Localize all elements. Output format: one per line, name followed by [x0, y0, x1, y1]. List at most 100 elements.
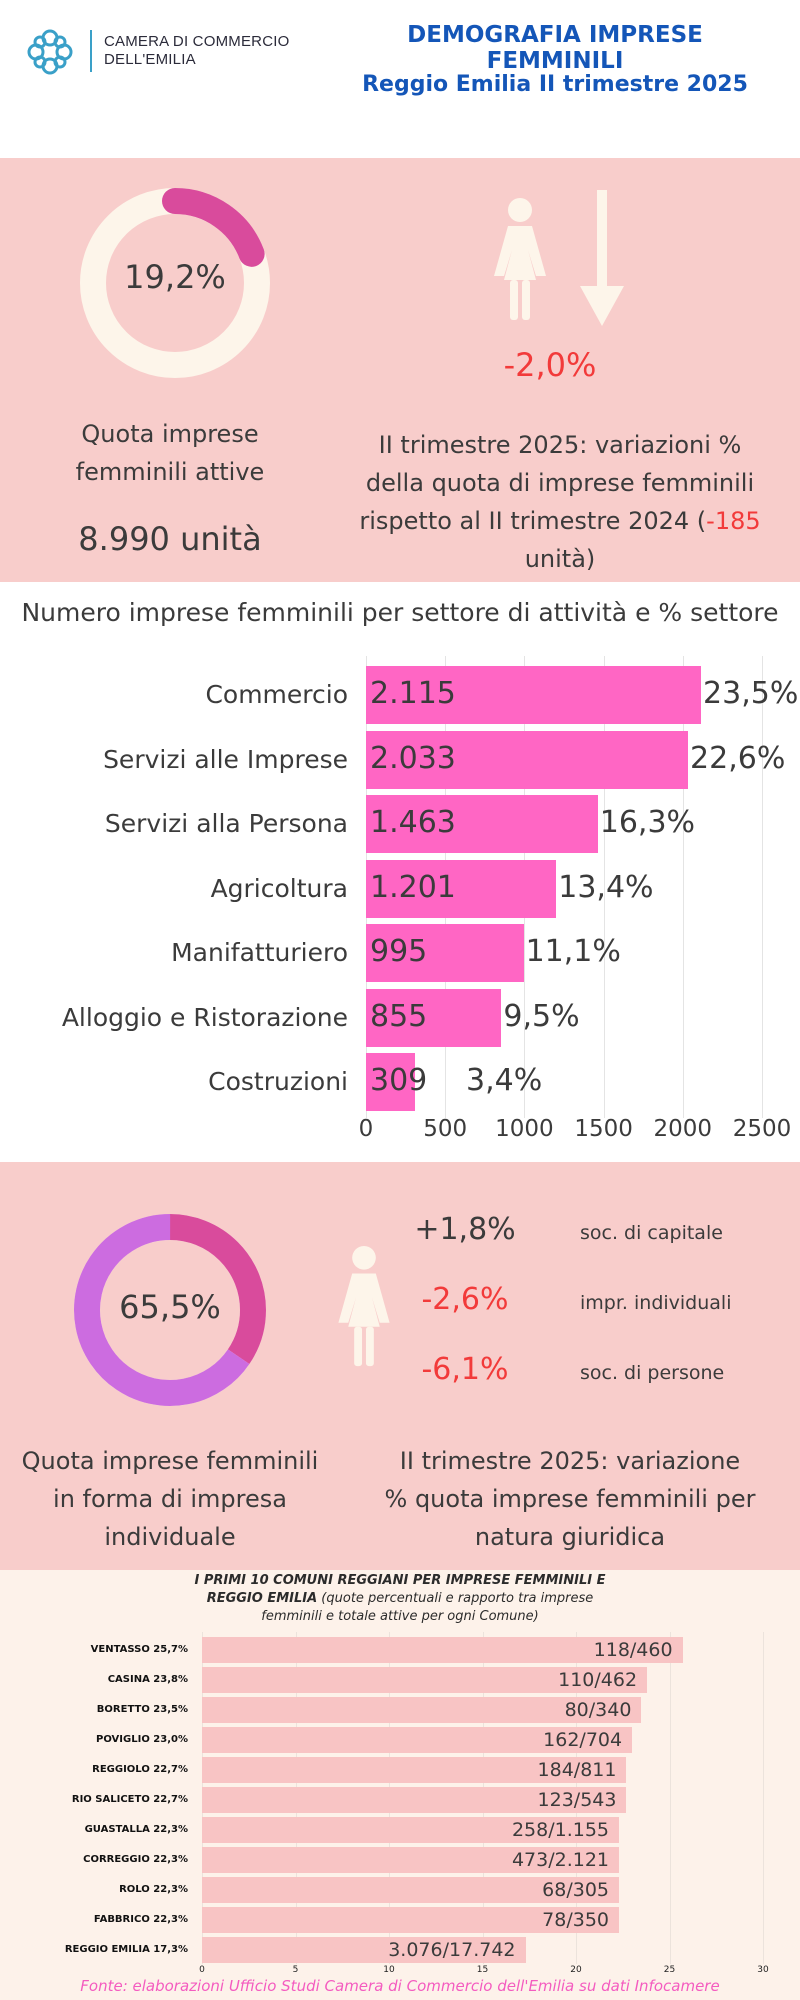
sector-x-tick: 500	[405, 1116, 485, 1142]
comuni-category-label: POVIGLIO 23,0%	[38, 1734, 188, 1745]
comuni-ratio-label: 258/1.155	[459, 1819, 609, 1841]
logo-divider	[90, 30, 92, 72]
sector-gridline	[683, 656, 684, 1118]
comuni-category-label: CORREGGIO 22,3%	[38, 1854, 188, 1865]
variation-desc-line4: unità)	[340, 540, 780, 578]
sector-value-label: 1.201	[370, 870, 456, 905]
comuni-ratio-label: 123/543	[466, 1789, 616, 1811]
sector-category-label: Manifatturiero	[18, 938, 348, 967]
page-title-line2: FEMMINILI	[345, 48, 765, 74]
legal-form-value: -6,1%	[410, 1352, 520, 1387]
legal-form-rows: +1,8% soc. di capitale -2,6% impr. indiv…	[410, 1212, 790, 1432]
quota-panel: 19,2% Quota imprese femminili attive 8.9…	[0, 158, 800, 582]
comuni-category-label: BORETTO 23,5%	[38, 1704, 188, 1715]
comuni-category-label: FABBRICO 22,3%	[38, 1914, 188, 1925]
variation-desc-line2: della quota di imprese femminili	[340, 464, 780, 502]
comuni-ratio-label: 473/2.121	[459, 1849, 609, 1871]
sector-chart-title: Numero imprese femminili per settore di …	[0, 598, 800, 627]
sector-category-label: Commercio	[18, 680, 348, 709]
sector-percent-label: 11,1%	[526, 934, 621, 969]
sector-percent-label: 13,4%	[558, 870, 653, 905]
variation-desc-line1: II trimestre 2025: variazioni %	[340, 426, 780, 464]
sector-percent-label: 22,6%	[690, 741, 785, 776]
comuni-category-label: VENTASSO 25,7%	[38, 1644, 188, 1655]
arrow-down-icon	[580, 190, 624, 326]
comuni-gridline	[763, 1632, 764, 1964]
sector-gridline	[762, 656, 763, 1118]
quota-label-line2: femminili attive	[40, 453, 300, 491]
sector-x-tick: 0	[326, 1116, 406, 1142]
quota-percent: 19,2%	[80, 258, 270, 296]
woman-icon	[490, 196, 550, 324]
comuni-x-tick: 0	[187, 1965, 217, 1975]
comuni-chart: 0 5 10 15 20 25 30 VENTASSO 25,7% 118/460 CASINA …	[0, 1632, 800, 1977]
sector-category-label: Agricoltura	[18, 874, 348, 903]
sector-category-label: Alloggio e Ristorazione	[18, 1003, 348, 1032]
sector-percent-label: 9,5%	[503, 999, 579, 1034]
legal-form-value: +1,8%	[410, 1212, 520, 1247]
page-title-line1: DEMOGRAFIA IMPRESE	[345, 22, 765, 48]
sector-x-tick: 2000	[643, 1116, 723, 1142]
comuni-x-tick: 25	[655, 1965, 685, 1975]
comuni-category-label: REGGIO EMILIA 17,3%	[38, 1944, 188, 1955]
sector-value-label: 2.115	[370, 676, 456, 711]
org-name-line1: CAMERA DI COMMERCIO	[104, 33, 289, 50]
comuni-x-tick: 30	[748, 1965, 778, 1975]
woman-icon	[334, 1244, 394, 1370]
comuni-x-tick: 20	[561, 1965, 591, 1975]
comuni-ratio-label: 3.076/17.742	[366, 1939, 516, 1961]
individual-percent: 65,5%	[72, 1288, 268, 1326]
sector-percent-label: 16,3%	[600, 805, 695, 840]
comuni-x-tick: 5	[281, 1965, 311, 1975]
sector-x-tick: 1000	[484, 1116, 564, 1142]
comuni-gridline	[670, 1632, 671, 1964]
sector-percent-label: 3,4%	[466, 1063, 542, 1098]
org-name-line2: DELL'EMILIA	[104, 51, 196, 68]
legal-desc-line3: natura giuridica	[380, 1518, 760, 1556]
legal-desc-line1: II trimestre 2025: variazione	[380, 1442, 760, 1480]
network-knot-icon	[22, 24, 78, 80]
variation-desc-line3: rispetto al II trimestre 2024 (-185	[340, 502, 780, 540]
comuni-category-label: RIO SALICETO 22,7%	[38, 1794, 188, 1805]
comuni-category-label: ROLO 22,3%	[38, 1884, 188, 1895]
sector-category-label: Servizi alla Persona	[18, 809, 348, 838]
individual-label-line2: in forma di impresa	[20, 1480, 320, 1518]
comuni-ratio-label: 184/811	[466, 1759, 616, 1781]
legal-form-value: -2,6%	[410, 1282, 520, 1317]
comuni-ratio-label: 118/460	[523, 1639, 673, 1661]
comuni-category-label: REGGIOLO 22,7%	[38, 1764, 188, 1775]
page-subtitle: Reggio Emilia II trimestre 2025	[345, 72, 765, 97]
legal-form-panel: 65,5% +1,8% soc. di capitale -2,6% impr.…	[0, 1162, 800, 1570]
quota-label-line1: Quota imprese	[40, 415, 300, 453]
comuni-x-tick: 15	[468, 1965, 498, 1975]
sector-percent-label: 23,5%	[703, 676, 798, 711]
individual-label-line1: Quota imprese femminili	[20, 1442, 320, 1480]
variation-value: -2,0%	[470, 346, 630, 384]
legal-form-label: soc. di capitale	[580, 1222, 780, 1244]
sector-category-label: Costruzioni	[18, 1067, 348, 1096]
sector-value-label: 309	[370, 1063, 427, 1098]
comuni-x-tick: 10	[374, 1965, 404, 1975]
sector-x-tick: 2500	[722, 1116, 800, 1142]
comuni-ratio-label: 162/704	[472, 1729, 622, 1751]
comuni-ratio-label: 80/340	[481, 1699, 631, 1721]
legal-desc-line2: % quota imprese femminili per	[380, 1480, 760, 1518]
comuni-chart-title: I PRIMI 10 COMUNI REGGIANI PER IMPRESE F…	[150, 1572, 650, 1626]
comuni-category-label: GUASTALLA 22,3%	[38, 1824, 188, 1835]
sector-category-label: Servizi alle Imprese	[18, 745, 348, 774]
sector-x-tick: 1500	[564, 1116, 644, 1142]
individual-label-line3: individuale	[20, 1518, 320, 1556]
comuni-ratio-label: 68/305	[459, 1879, 609, 1901]
comuni-ratio-label: 110/462	[487, 1669, 637, 1691]
sector-value-label: 1.463	[370, 805, 456, 840]
header: CAMERA DI COMMERCIO DELL'EMILIA DEMOGRAF…	[0, 0, 800, 158]
source-note: Fonte: elaborazioni Ufficio Studi Camera…	[0, 1977, 800, 1995]
comuni-category-label: CASINA 23,8%	[38, 1674, 188, 1685]
comuni-ratio-label: 78/350	[459, 1909, 609, 1931]
legal-form-label: impr. individuali	[580, 1292, 780, 1314]
quota-units: 8.990 unità	[40, 520, 300, 558]
sector-value-label: 995	[370, 934, 427, 969]
legal-form-label: soc. di persone	[580, 1362, 780, 1384]
sector-value-label: 2.033	[370, 741, 456, 776]
sector-value-label: 855	[370, 999, 427, 1034]
